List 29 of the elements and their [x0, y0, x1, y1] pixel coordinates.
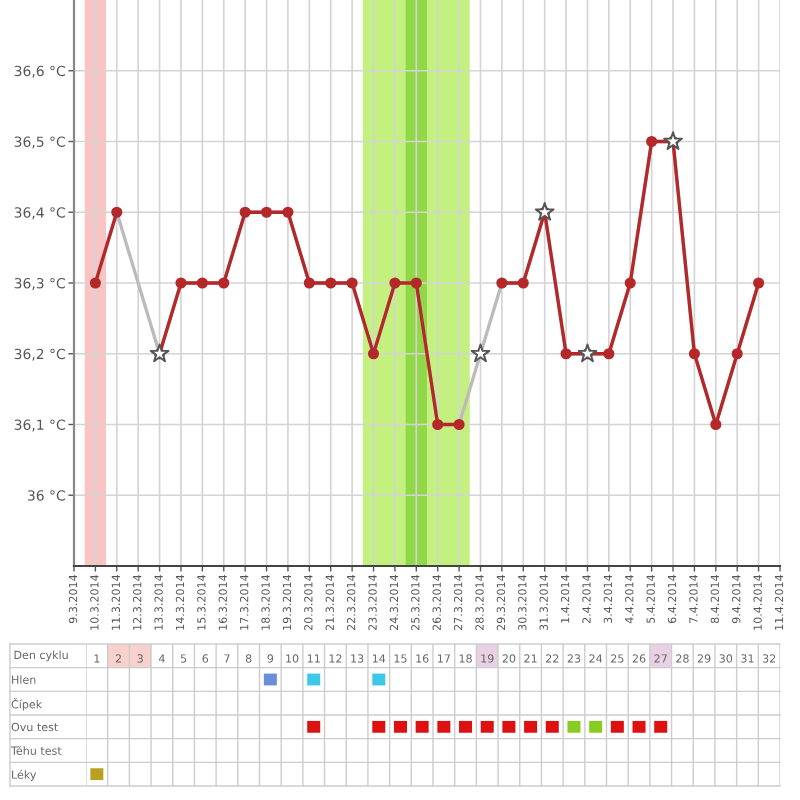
point — [624, 277, 636, 289]
point — [260, 206, 273, 218]
point — [577, 343, 598, 363]
point — [410, 277, 422, 289]
point — [111, 206, 123, 218]
point — [218, 277, 230, 289]
point — [753, 277, 765, 289]
point — [346, 277, 358, 289]
point — [239, 206, 251, 218]
point — [175, 277, 187, 289]
point — [560, 348, 572, 360]
point — [149, 343, 170, 363]
point — [731, 348, 743, 360]
point — [432, 418, 444, 431]
point — [89, 277, 101, 289]
point — [389, 277, 401, 289]
point — [282, 206, 294, 218]
point — [470, 343, 491, 363]
point — [534, 201, 555, 221]
point — [367, 348, 380, 360]
point — [303, 277, 315, 289]
point — [496, 277, 508, 289]
point — [688, 348, 700, 360]
point — [325, 277, 337, 289]
point — [196, 277, 208, 289]
point — [603, 348, 615, 360]
point — [517, 277, 529, 289]
point — [453, 418, 465, 431]
point — [646, 135, 658, 148]
